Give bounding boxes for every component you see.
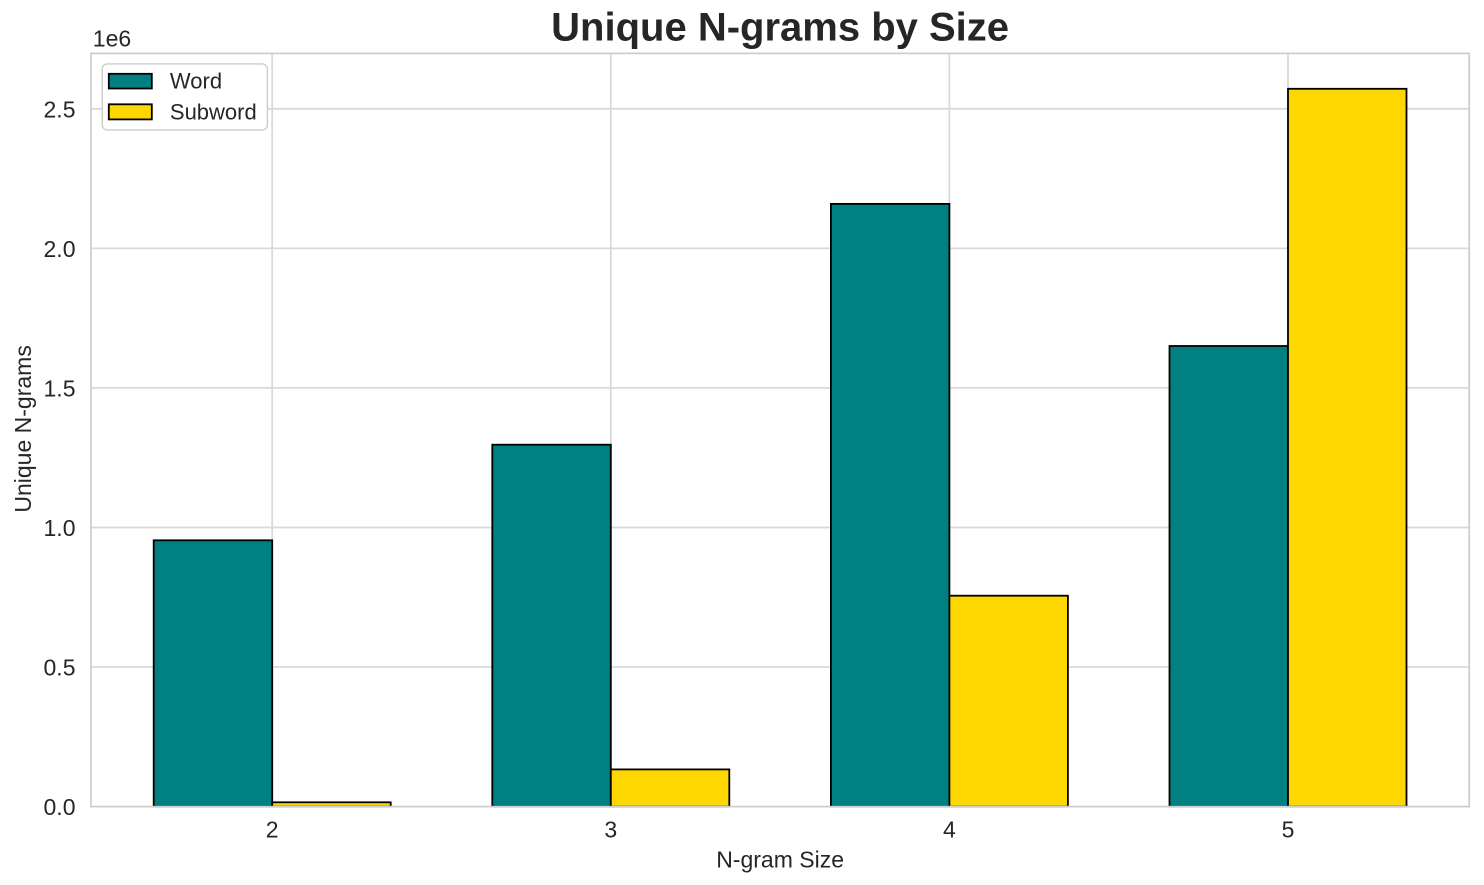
svg-text:2.0: 2.0 [44, 236, 76, 262]
svg-text:1.5: 1.5 [44, 375, 76, 401]
svg-text:Unique N-grams: Unique N-grams [10, 345, 36, 512]
svg-text:N-gram Size: N-gram Size [716, 847, 844, 873]
svg-text:2: 2 [266, 817, 279, 843]
svg-text:Subword: Subword [170, 99, 257, 124]
svg-text:3: 3 [604, 817, 617, 843]
svg-text:Word: Word [170, 68, 222, 93]
svg-text:4: 4 [943, 817, 956, 843]
svg-text:Unique N-grams by Size: Unique N-grams by Size [551, 6, 1009, 50]
svg-text:2.5: 2.5 [44, 96, 76, 122]
svg-text:1e6: 1e6 [93, 26, 131, 52]
svg-text:5: 5 [1282, 817, 1295, 843]
svg-text:1.0: 1.0 [44, 515, 76, 541]
svg-text:0.5: 0.5 [44, 655, 76, 681]
svg-text:0.0: 0.0 [44, 794, 76, 820]
